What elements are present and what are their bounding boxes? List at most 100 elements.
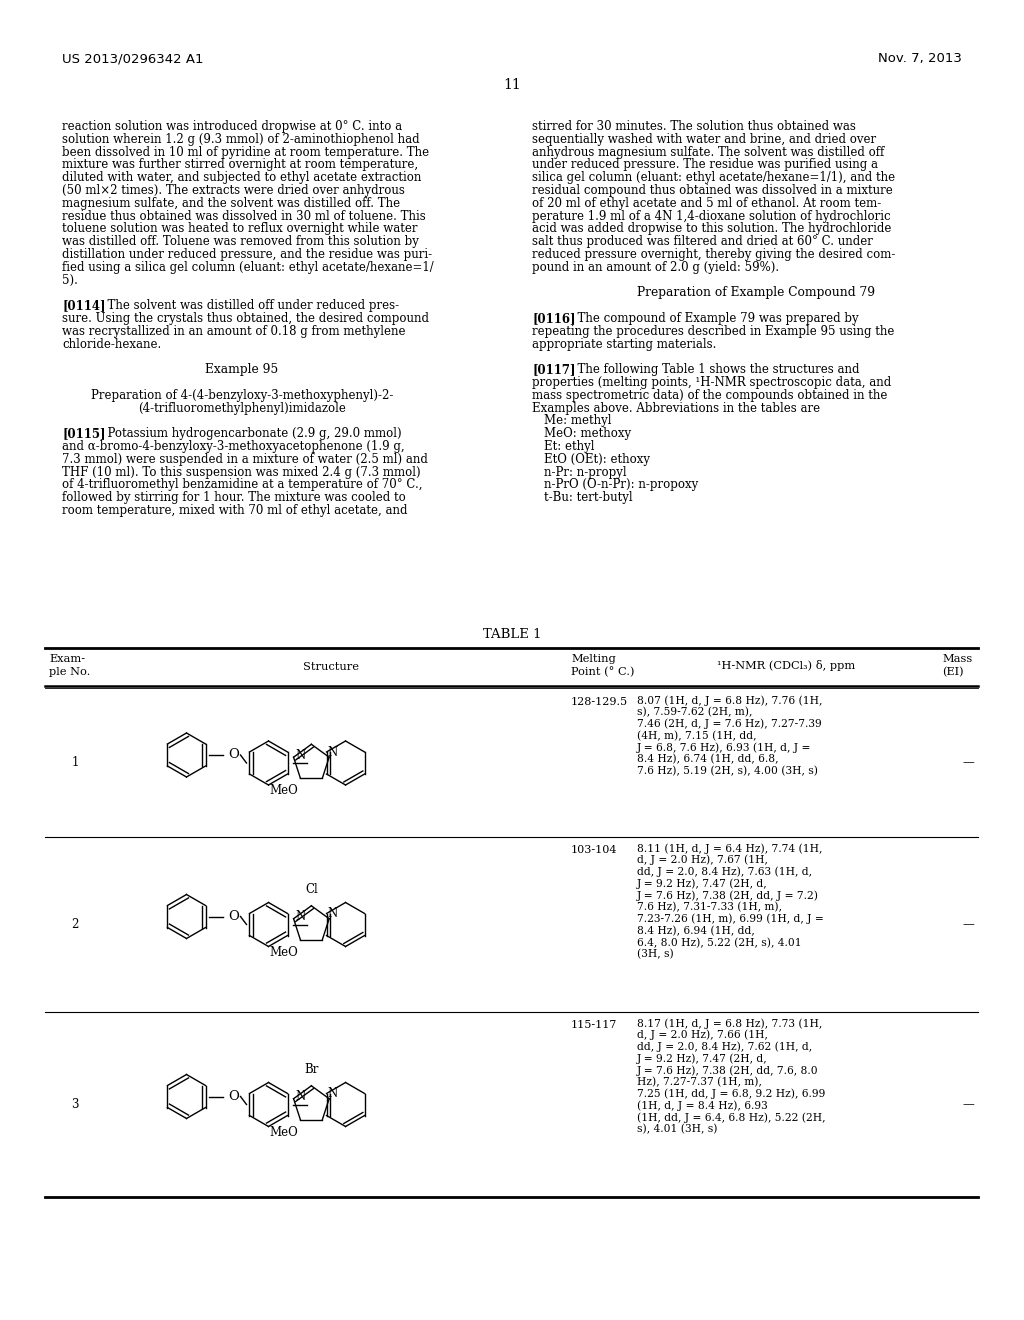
- Text: N: N: [296, 911, 306, 923]
- Text: 103-104: 103-104: [571, 845, 617, 855]
- Text: [0117]: [0117]: [532, 363, 575, 376]
- Text: N: N: [328, 746, 338, 759]
- Text: dd, J = 2.0, 8.4 Hz), 7.63 (1H, d,: dd, J = 2.0, 8.4 Hz), 7.63 (1H, d,: [637, 867, 812, 878]
- Text: (1H, dd, J = 6.4, 6.8 Hz), 5.22 (2H,: (1H, dd, J = 6.4, 6.8 Hz), 5.22 (2H,: [637, 1113, 825, 1123]
- Text: 5).: 5).: [62, 273, 78, 286]
- Text: MeO: methoxy: MeO: methoxy: [544, 428, 631, 440]
- Text: The following Table 1 shows the structures and: The following Table 1 shows the structur…: [570, 363, 859, 376]
- Text: N: N: [328, 1086, 338, 1100]
- Text: O: O: [228, 909, 239, 923]
- Text: ¹H-NMR (CDCl₃) δ, ppm: ¹H-NMR (CDCl₃) δ, ppm: [718, 660, 856, 671]
- Text: under reduced pressure. The residue was purified using a: under reduced pressure. The residue was …: [532, 158, 878, 172]
- Text: Examples above. Abbreviations in the tables are: Examples above. Abbreviations in the tab…: [532, 401, 820, 414]
- Text: repeating the procedures described in Example 95 using the: repeating the procedures described in Ex…: [532, 325, 894, 338]
- Text: (50 ml×2 times). The extracts were dried over anhydrous: (50 ml×2 times). The extracts were dried…: [62, 183, 404, 197]
- Text: room temperature, mixed with 70 ml of ethyl acetate, and: room temperature, mixed with 70 ml of et…: [62, 504, 408, 517]
- Text: MeO: MeO: [269, 945, 298, 958]
- Text: chloride-hexane.: chloride-hexane.: [62, 338, 161, 351]
- Text: Hz), 7.27-7.37 (1H, m),: Hz), 7.27-7.37 (1H, m),: [637, 1077, 762, 1088]
- Text: —: —: [963, 756, 974, 770]
- Text: salt thus produced was filtered and dried at 60° C. under: salt thus produced was filtered and drie…: [532, 235, 872, 248]
- Text: 1: 1: [72, 756, 79, 770]
- Text: s), 7.59-7.62 (2H, m),: s), 7.59-7.62 (2H, m),: [637, 706, 753, 717]
- Text: n-PrO (O-n-Pr): n-propoxy: n-PrO (O-n-Pr): n-propoxy: [544, 478, 698, 491]
- Text: MeO: MeO: [269, 784, 298, 797]
- Text: acid was added dropwise to this solution. The hydrochloride: acid was added dropwise to this solution…: [532, 222, 891, 235]
- Text: Potassium hydrogencarbonate (2.9 g, 29.0 mmol): Potassium hydrogencarbonate (2.9 g, 29.0…: [100, 428, 401, 440]
- Text: pound in an amount of 2.0 g (yield: 59%).: pound in an amount of 2.0 g (yield: 59%)…: [532, 261, 779, 273]
- Text: Mass: Mass: [942, 653, 972, 664]
- Text: solution wherein 1.2 g (9.3 mmol) of 2-aminothiophenol had: solution wherein 1.2 g (9.3 mmol) of 2-a…: [62, 133, 420, 145]
- Text: 8.4 Hz), 6.74 (1H, dd, 6.8,: 8.4 Hz), 6.74 (1H, dd, 6.8,: [637, 754, 778, 764]
- Text: N: N: [296, 1090, 306, 1104]
- Text: mixture was further stirred overnight at room temperature,: mixture was further stirred overnight at…: [62, 158, 418, 172]
- Text: followed by stirring for 1 hour. The mixture was cooled to: followed by stirring for 1 hour. The mix…: [62, 491, 406, 504]
- Text: residue thus obtained was dissolved in 30 ml of toluene. This: residue thus obtained was dissolved in 3…: [62, 210, 426, 223]
- Text: US 2013/0296342 A1: US 2013/0296342 A1: [62, 51, 204, 65]
- Text: perature 1.9 ml of a 4N 1,4-dioxane solution of hydrochloric: perature 1.9 ml of a 4N 1,4-dioxane solu…: [532, 210, 891, 223]
- Text: sure. Using the crystals thus obtained, the desired compound: sure. Using the crystals thus obtained, …: [62, 312, 429, 325]
- Text: J = 9.2 Hz), 7.47 (2H, d,: J = 9.2 Hz), 7.47 (2H, d,: [637, 878, 768, 888]
- Text: appropriate starting materials.: appropriate starting materials.: [532, 338, 717, 351]
- Text: —: —: [963, 917, 974, 931]
- Text: properties (melting points, ¹H-NMR spectroscopic data, and: properties (melting points, ¹H-NMR spect…: [532, 376, 891, 389]
- Text: 7.23-7.26 (1H, m), 6.99 (1H, d, J =: 7.23-7.26 (1H, m), 6.99 (1H, d, J =: [637, 913, 823, 924]
- Text: 128-129.5: 128-129.5: [571, 697, 628, 708]
- Text: Br: Br: [304, 1063, 318, 1076]
- Text: J = 7.6 Hz), 7.38 (2H, dd, 7.6, 8.0: J = 7.6 Hz), 7.38 (2H, dd, 7.6, 8.0: [637, 1065, 818, 1076]
- Text: toluene solution was heated to reflux overnight while water: toluene solution was heated to reflux ov…: [62, 222, 418, 235]
- Text: J = 9.2 Hz), 7.47 (2H, d,: J = 9.2 Hz), 7.47 (2H, d,: [637, 1053, 768, 1064]
- Text: diluted with water, and subjected to ethyl acetate extraction: diluted with water, and subjected to eth…: [62, 172, 421, 185]
- Text: Preparation of 4-(4-benzyloxy-3-methoxyphenyl)-2-: Preparation of 4-(4-benzyloxy-3-methoxyp…: [91, 389, 393, 401]
- Text: EtO (OEt): ethoxy: EtO (OEt): ethoxy: [544, 453, 650, 466]
- Text: 7.46 (2H, d, J = 7.6 Hz), 7.27-7.39: 7.46 (2H, d, J = 7.6 Hz), 7.27-7.39: [637, 718, 821, 729]
- Text: reaction solution was introduced dropwise at 0° C. into a: reaction solution was introduced dropwis…: [62, 120, 402, 133]
- Text: (EI): (EI): [942, 667, 964, 677]
- Text: distillation under reduced pressure, and the residue was puri-: distillation under reduced pressure, and…: [62, 248, 432, 261]
- Text: was recrystallized in an amount of 0.18 g from methylene: was recrystallized in an amount of 0.18 …: [62, 325, 406, 338]
- Text: Preparation of Example Compound 79: Preparation of Example Compound 79: [637, 286, 876, 300]
- Text: 7.3 mmol) were suspended in a mixture of water (2.5 ml) and: 7.3 mmol) were suspended in a mixture of…: [62, 453, 428, 466]
- Text: Cl: Cl: [305, 883, 317, 896]
- Text: t-Bu: tert-butyl: t-Bu: tert-butyl: [544, 491, 633, 504]
- Text: (4H, m), 7.15 (1H, dd,: (4H, m), 7.15 (1H, dd,: [637, 730, 757, 741]
- Text: s), 4.01 (3H, s): s), 4.01 (3H, s): [637, 1125, 718, 1135]
- Text: 7.6 Hz), 5.19 (2H, s), 4.00 (3H, s): 7.6 Hz), 5.19 (2H, s), 4.00 (3H, s): [637, 766, 818, 776]
- Text: of 4-trifluoromethyl benzamidine at a temperature of 70° C.,: of 4-trifluoromethyl benzamidine at a te…: [62, 478, 423, 491]
- Text: and α-bromo-4-benzyloxy-3-methoxyacetophenone (1.9 g,: and α-bromo-4-benzyloxy-3-methoxyacetoph…: [62, 440, 404, 453]
- Text: O: O: [228, 1090, 239, 1104]
- Text: J = 7.6 Hz), 7.38 (2H, dd, J = 7.2): J = 7.6 Hz), 7.38 (2H, dd, J = 7.2): [637, 890, 819, 900]
- Text: N: N: [328, 907, 338, 920]
- Text: Exam-: Exam-: [49, 653, 85, 664]
- Text: sequentially washed with water and brine, and dried over: sequentially washed with water and brine…: [532, 133, 877, 145]
- Text: J = 6.8, 7.6 Hz), 6.93 (1H, d, J =: J = 6.8, 7.6 Hz), 6.93 (1H, d, J =: [637, 742, 811, 752]
- Text: Melting: Melting: [571, 653, 615, 664]
- Text: THF (10 ml). To this suspension was mixed 2.4 g (7.3 mmol): THF (10 ml). To this suspension was mixe…: [62, 466, 421, 479]
- Text: 3: 3: [72, 1098, 79, 1111]
- Text: [0114]: [0114]: [62, 300, 105, 313]
- Text: Example 95: Example 95: [206, 363, 279, 376]
- Text: —: —: [963, 1098, 974, 1111]
- Text: 8.17 (1H, d, J = 6.8 Hz), 7.73 (1H,: 8.17 (1H, d, J = 6.8 Hz), 7.73 (1H,: [637, 1018, 822, 1028]
- Text: dd, J = 2.0, 8.4 Hz), 7.62 (1H, d,: dd, J = 2.0, 8.4 Hz), 7.62 (1H, d,: [637, 1041, 812, 1052]
- Text: O: O: [228, 748, 239, 762]
- Text: reduced pressure overnight, thereby giving the desired com-: reduced pressure overnight, thereby givi…: [532, 248, 895, 261]
- Text: Point (° C.): Point (° C.): [571, 667, 635, 677]
- Text: [0116]: [0116]: [532, 312, 575, 325]
- Text: silica gel column (eluant: ethyl acetate/hexane=1/1), and the: silica gel column (eluant: ethyl acetate…: [532, 172, 895, 185]
- Text: 11: 11: [503, 78, 521, 92]
- Text: magnesium sulfate, and the solvent was distilled off. The: magnesium sulfate, and the solvent was d…: [62, 197, 400, 210]
- Text: The solvent was distilled off under reduced pres-: The solvent was distilled off under redu…: [100, 300, 399, 313]
- Text: Structure: Structure: [303, 663, 359, 672]
- Text: 6.4, 8.0 Hz), 5.22 (2H, s), 4.01: 6.4, 8.0 Hz), 5.22 (2H, s), 4.01: [637, 937, 802, 948]
- Text: been dissolved in 10 ml of pyridine at room temperature. The: been dissolved in 10 ml of pyridine at r…: [62, 145, 429, 158]
- Text: was distilled off. Toluene was removed from this solution by: was distilled off. Toluene was removed f…: [62, 235, 419, 248]
- Text: 7.25 (1H, dd, J = 6.8, 9.2 Hz), 6.99: 7.25 (1H, dd, J = 6.8, 9.2 Hz), 6.99: [637, 1089, 825, 1100]
- Text: Me: methyl: Me: methyl: [544, 414, 611, 428]
- Text: stirred for 30 minutes. The solution thus obtained was: stirred for 30 minutes. The solution thu…: [532, 120, 856, 133]
- Text: (3H, s): (3H, s): [637, 949, 674, 960]
- Text: 2: 2: [72, 917, 79, 931]
- Text: Et: ethyl: Et: ethyl: [544, 440, 595, 453]
- Text: The compound of Example 79 was prepared by: The compound of Example 79 was prepared …: [570, 312, 859, 325]
- Text: Nov. 7, 2013: Nov. 7, 2013: [879, 51, 962, 65]
